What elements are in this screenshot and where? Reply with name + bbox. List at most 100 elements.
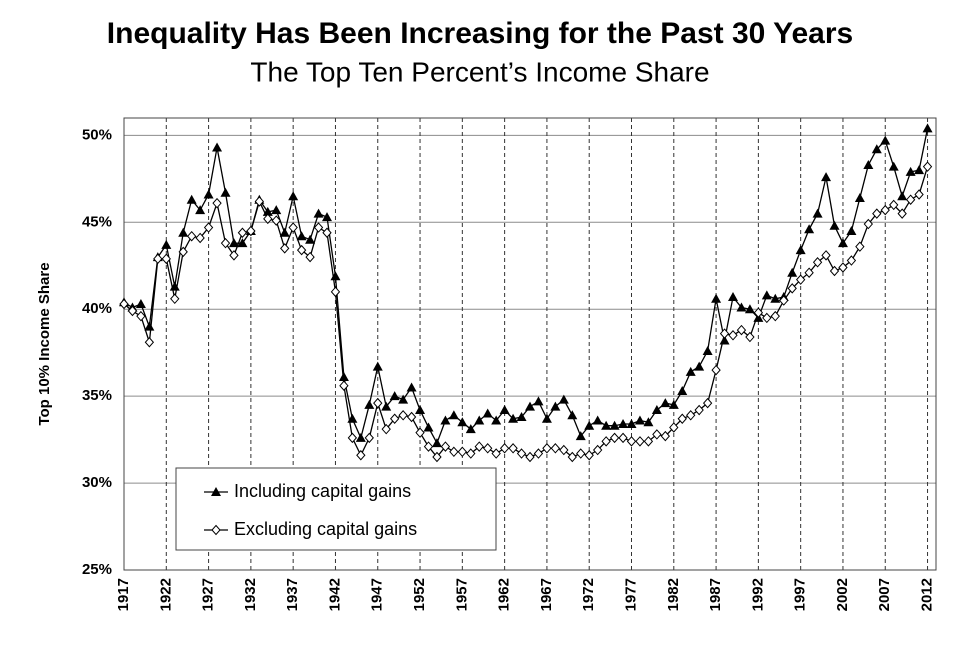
- marker: [431, 438, 442, 448]
- marker: [618, 432, 628, 444]
- legend-marker: [211, 487, 221, 496]
- marker: [144, 337, 155, 348]
- marker: [296, 244, 307, 256]
- marker: [423, 422, 434, 432]
- marker: [322, 227, 332, 238]
- marker: [922, 123, 933, 133]
- marker: [508, 413, 519, 423]
- marker: [406, 411, 417, 423]
- marker: [609, 420, 620, 430]
- marker: [542, 443, 552, 454]
- marker: [736, 302, 747, 312]
- marker: [550, 401, 561, 411]
- marker: [736, 324, 747, 336]
- marker: [829, 265, 840, 277]
- marker: [381, 401, 392, 411]
- marker: [161, 253, 171, 265]
- marker: [347, 432, 358, 444]
- marker: [567, 451, 577, 463]
- marker: [347, 413, 358, 423]
- marker: [838, 262, 848, 273]
- legend-label: Including capital gains: [234, 481, 411, 501]
- marker: [846, 226, 857, 235]
- chart-subtitle: The Top Ten Percent’s Income Share: [250, 56, 709, 87]
- marker: [728, 292, 738, 302]
- marker: [372, 361, 383, 371]
- marker: [499, 443, 510, 454]
- marker: [313, 208, 324, 218]
- marker: [195, 205, 206, 215]
- marker: [271, 205, 282, 215]
- y-tick-label: 25%: [82, 561, 112, 578]
- marker: [812, 208, 823, 218]
- marker: [643, 417, 654, 427]
- marker: [863, 159, 874, 169]
- marker: [220, 187, 231, 197]
- marker: [136, 310, 146, 322]
- marker: [508, 443, 518, 454]
- marker: [262, 206, 273, 216]
- marker: [280, 243, 290, 254]
- marker: [584, 450, 594, 461]
- marker: [279, 227, 290, 237]
- marker: [871, 144, 882, 154]
- marker: [719, 335, 730, 345]
- marker: [880, 135, 891, 145]
- marker: [246, 225, 256, 237]
- marker: [702, 345, 713, 355]
- marker: [305, 234, 316, 244]
- marker: [533, 396, 544, 406]
- marker: [339, 380, 349, 391]
- marker: [652, 429, 662, 440]
- marker: [440, 415, 451, 425]
- marker: [474, 415, 485, 425]
- marker: [178, 227, 189, 237]
- marker: [821, 172, 832, 182]
- marker: [465, 424, 476, 434]
- marker: [195, 232, 205, 244]
- marker: [702, 397, 713, 409]
- marker: [744, 304, 755, 314]
- marker: [821, 250, 831, 261]
- marker: [169, 281, 180, 291]
- marker: [677, 385, 688, 395]
- marker: [203, 222, 214, 233]
- marker: [466, 448, 476, 459]
- marker: [711, 293, 722, 303]
- marker: [296, 231, 307, 241]
- marker: [423, 441, 434, 452]
- marker: [127, 305, 138, 317]
- marker: [254, 196, 265, 207]
- y-tick-label: 40%: [82, 300, 112, 317]
- marker: [855, 241, 865, 252]
- marker: [694, 404, 704, 416]
- marker: [525, 451, 535, 463]
- marker: [745, 331, 755, 343]
- marker: [170, 293, 180, 305]
- marker: [364, 432, 374, 444]
- y-tick-label: 50%: [82, 126, 112, 143]
- marker: [728, 330, 738, 341]
- x-tick-label: 1917: [115, 578, 132, 611]
- marker: [753, 307, 764, 318]
- marker: [364, 399, 375, 409]
- marker: [635, 436, 645, 447]
- series-line: [123, 166, 929, 459]
- marker: [854, 192, 865, 202]
- marker: [584, 420, 595, 430]
- marker: [237, 238, 248, 248]
- x-tick-label: 1947: [369, 578, 386, 611]
- marker: [787, 267, 798, 277]
- x-tick-label: 1922: [157, 578, 174, 611]
- marker: [525, 401, 535, 411]
- marker: [897, 191, 908, 201]
- marker: [229, 250, 239, 261]
- marker: [449, 446, 459, 458]
- marker: [288, 191, 299, 201]
- plot-frame: [123, 117, 937, 571]
- marker: [237, 227, 248, 238]
- marker: [457, 446, 468, 458]
- marker: [795, 245, 806, 255]
